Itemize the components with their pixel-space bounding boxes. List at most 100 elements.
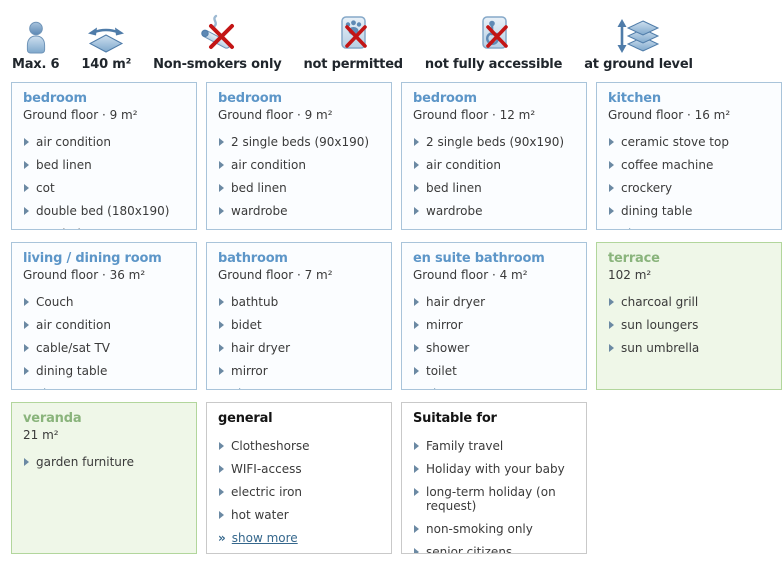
list-item: Holiday with your baby — [413, 462, 576, 476]
feature-label: cable/sat TV — [36, 341, 110, 355]
bullet-triangle-icon — [414, 161, 419, 169]
list-item: long-term holiday (on request) — [413, 485, 576, 513]
amenity-card: bathroom Ground floor · 7 m² bathtub bid… — [206, 242, 392, 390]
list-item: mirror — [218, 364, 381, 378]
feature-not-fully-accessible: not fully accessible — [425, 14, 562, 72]
list-item: air condition — [218, 158, 381, 172]
feature-label: Couch — [36, 295, 74, 309]
card-title: bedroom — [23, 91, 87, 106]
not-accessible-icon — [481, 16, 508, 49]
feature-label: not permitted — [303, 57, 404, 72]
card-feature-list: 2 single beds (90x190) air condition bed… — [218, 135, 381, 218]
amenity-card: general Clotheshorse WIFI-access electri… — [206, 402, 392, 554]
show-more-label: show more — [232, 387, 298, 389]
list-item: hair dryer — [413, 295, 576, 309]
bullet-triangle-icon — [24, 298, 29, 306]
feature-label: air condition — [36, 135, 111, 149]
card-subtitle: 102 m² — [608, 268, 652, 282]
double-chevron-icon: » — [413, 387, 421, 389]
bullet-triangle-icon — [24, 207, 29, 215]
bullet-triangle-icon — [219, 138, 224, 146]
bullet-triangle-icon — [609, 321, 614, 329]
bullet-triangle-icon — [414, 367, 419, 375]
card-title: veranda — [23, 411, 82, 426]
feature-label: sun loungers — [621, 318, 699, 332]
bullet-triangle-icon — [609, 184, 614, 192]
card-title: living / dining room — [23, 251, 162, 266]
list-item: Couch — [23, 295, 186, 309]
feature-label: wardrobe — [36, 227, 93, 229]
feature-living-area: 140 m² — [81, 24, 131, 72]
feature-non-smokers: Non-smokers only — [153, 14, 282, 72]
feature-label: Clotheshorse — [231, 439, 310, 453]
bullet-triangle-icon — [219, 465, 224, 473]
feature-label: hair dryer — [231, 341, 291, 355]
feature-label: bed linen — [36, 158, 92, 172]
card-feature-list: charcoal grill sun loungers sun umbrella — [608, 295, 771, 355]
feature-max-persons: Max. 6 — [12, 20, 60, 72]
show-more-link[interactable]: » show more — [413, 387, 576, 389]
list-item: Family travel — [413, 439, 576, 453]
bullet-triangle-icon — [219, 442, 224, 450]
bullet-triangle-icon — [219, 184, 224, 192]
no-smoking-icon — [201, 14, 235, 49]
card-feature-list: Couch air condition cable/sat TV dining … — [23, 295, 186, 378]
bullet-triangle-icon — [414, 184, 419, 192]
feature-label: senior citizens — [426, 545, 513, 554]
bullet-triangle-icon — [609, 161, 614, 169]
show-more-link[interactable]: » show more — [608, 227, 771, 229]
list-item: sun loungers — [608, 318, 771, 332]
list-item: hot water — [218, 508, 381, 522]
feature-label: not fully accessible — [424, 57, 563, 72]
show-more-link[interactable]: » show more — [218, 387, 381, 389]
card-title: general — [218, 411, 273, 426]
feature-label: wardrobe — [231, 204, 288, 218]
bullet-triangle-icon — [219, 488, 224, 496]
amenity-card: kitchen Ground floor · 16 m² ceramic sto… — [596, 82, 782, 230]
card-title: bedroom — [218, 91, 282, 106]
feature-label: Non-smokers only — [153, 57, 282, 72]
list-item: shower — [413, 341, 576, 355]
ground-level-icon — [617, 19, 660, 53]
show-more-link[interactable]: » show more — [23, 387, 186, 389]
card-feature-list: ceramic stove top coffee machine crocker… — [608, 135, 771, 218]
card-title: terrace — [608, 251, 660, 266]
list-item: air condition — [23, 135, 186, 149]
card-title: bedroom — [413, 91, 477, 106]
bullet-triangle-icon — [24, 184, 29, 192]
person-icon — [26, 21, 45, 54]
feature-label: coffee machine — [621, 158, 714, 172]
bullet-triangle-icon — [414, 488, 419, 496]
feature-label: non-smoking only — [426, 522, 533, 536]
feature-label: bed linen — [426, 181, 482, 195]
card-feature-list: air condition bed linen cot double bed (… — [23, 135, 186, 229]
list-item: WIFI-access — [218, 462, 381, 476]
card-title: Suitable for — [413, 411, 497, 426]
bullet-triangle-icon — [414, 525, 419, 533]
list-item: crockery — [608, 181, 771, 195]
feature-label: dining table — [36, 364, 108, 378]
bullet-triangle-icon — [24, 161, 29, 169]
feature-label: electric iron — [231, 485, 303, 499]
bullet-triangle-icon — [219, 161, 224, 169]
list-item: wardrobe — [23, 227, 186, 229]
feature-label: long-term holiday (on request) — [426, 485, 556, 513]
bullet-triangle-icon — [414, 298, 419, 306]
list-item: ceramic stove top — [608, 135, 771, 149]
feature-label: bathtub — [231, 295, 279, 309]
bullet-triangle-icon — [219, 367, 224, 375]
feature-label: dining table — [621, 204, 693, 218]
list-item: air condition — [23, 318, 186, 332]
show-more-label: show more — [427, 387, 493, 389]
bullet-triangle-icon — [219, 298, 224, 306]
list-item: cable/sat TV — [23, 341, 186, 355]
feature-label: hot water — [231, 508, 289, 522]
list-item: 2 single beds (90x190) — [413, 135, 576, 149]
feature-label: Holiday with your baby — [426, 462, 565, 476]
bullet-triangle-icon — [609, 344, 614, 352]
bullet-triangle-icon — [24, 138, 29, 146]
show-more-link[interactable]: » show more — [218, 531, 381, 545]
bullet-triangle-icon — [219, 511, 224, 519]
list-item: charcoal grill — [608, 295, 771, 309]
card-feature-list: Family travel Holiday with your baby lon… — [413, 439, 576, 554]
